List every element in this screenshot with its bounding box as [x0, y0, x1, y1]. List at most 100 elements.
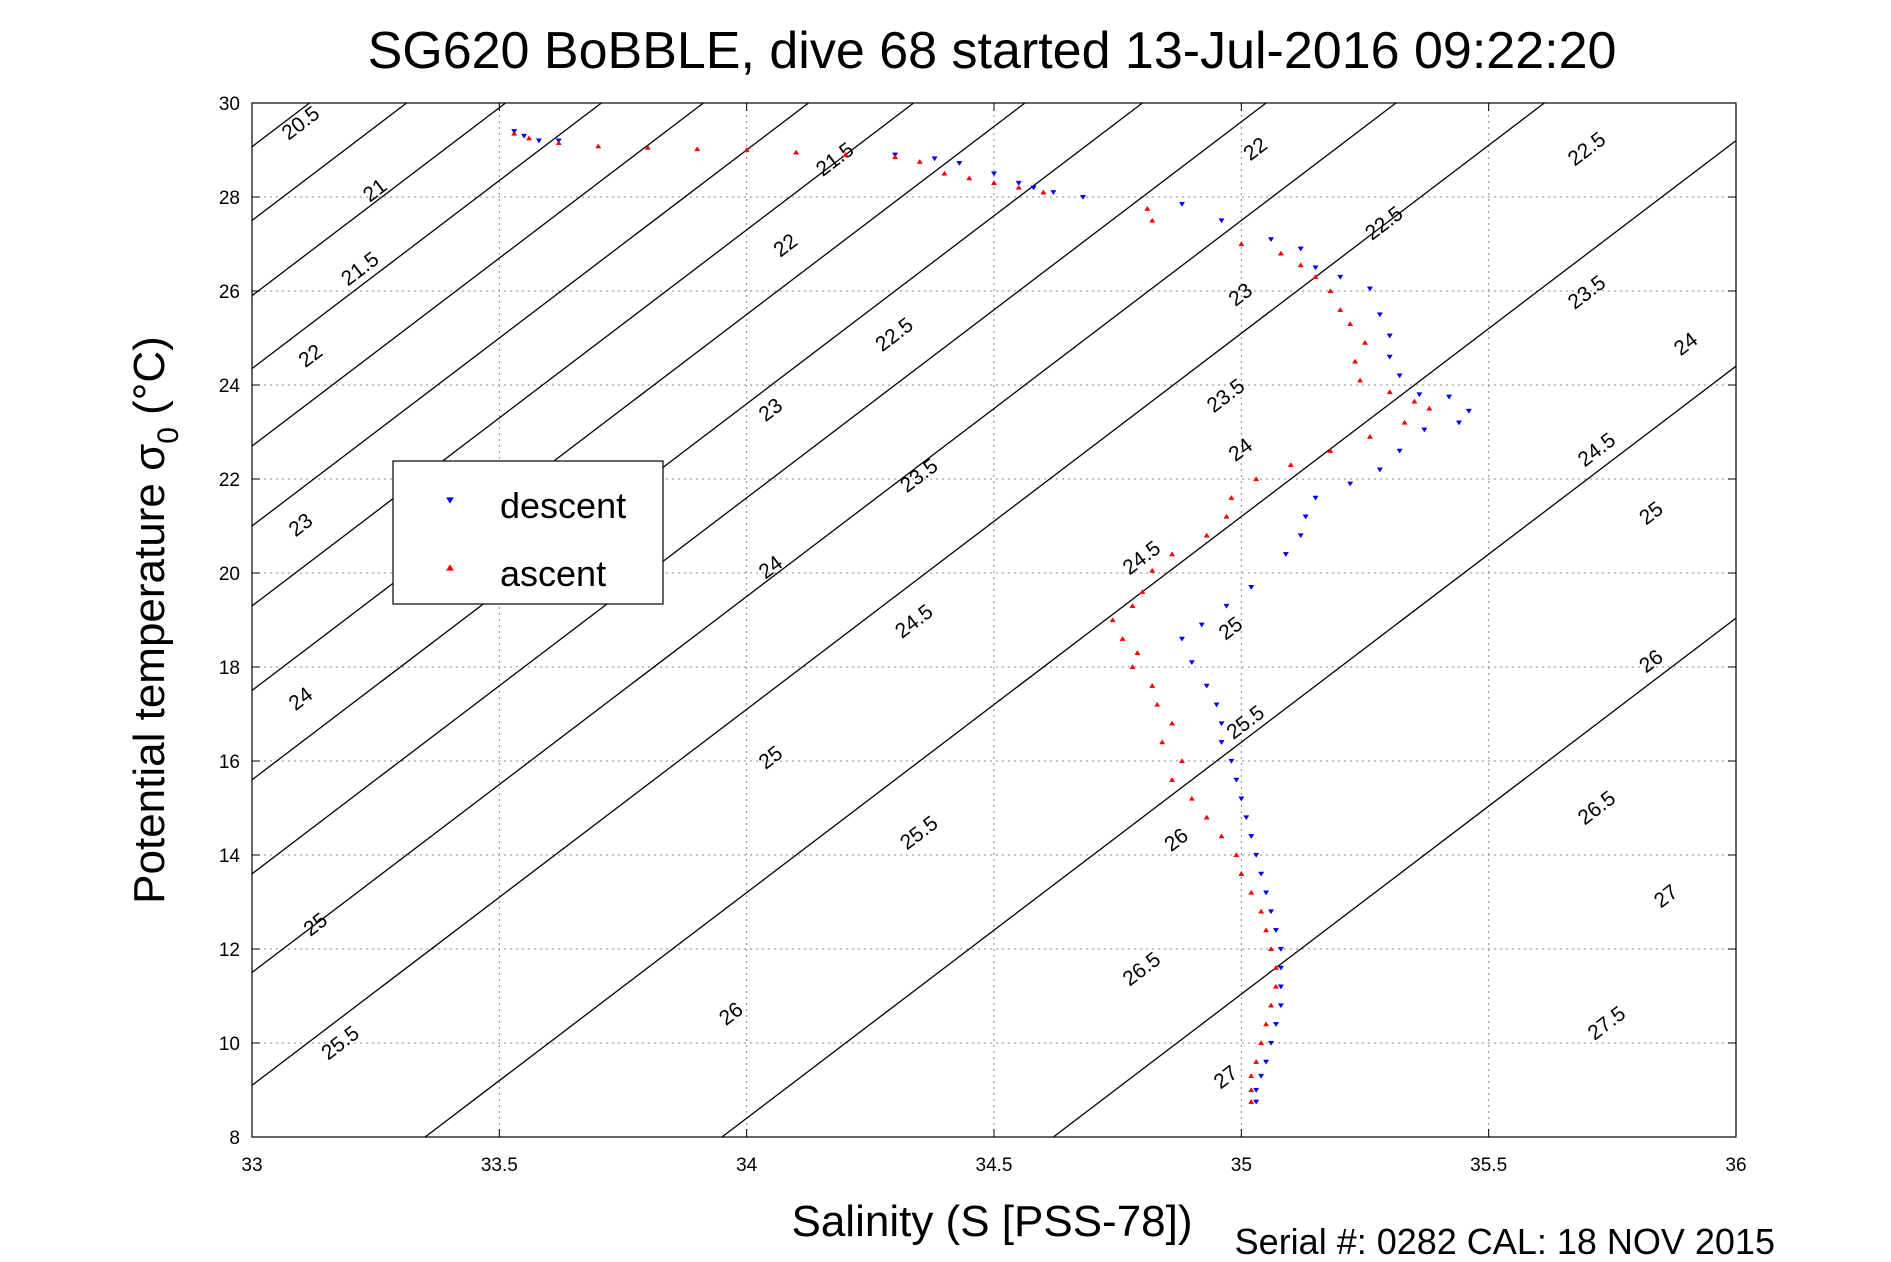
x-tick-label-1: 33.5: [481, 1155, 518, 1176]
ascent-point-6: [743, 147, 750, 153]
ascent-point-70: [1248, 1098, 1255, 1104]
descent-point-46: [1238, 796, 1245, 802]
descent-point-37: [1198, 622, 1205, 628]
y-axis-label: Potential temperature σ0 (°C): [125, 336, 185, 904]
descent-point-24: [1446, 394, 1453, 400]
ascent-point-5: [694, 146, 701, 152]
ascent-point-41: [1139, 588, 1146, 594]
ascent-point-9: [892, 154, 899, 160]
isopycnal-25.5: [251, 102, 1397, 974]
descent-point-57: [1277, 1003, 1284, 1009]
legend-markers: [446, 497, 454, 571]
ascent-point-47: [1149, 682, 1156, 688]
descent-point-36: [1223, 603, 1230, 609]
ascent-point-62: [1272, 964, 1280, 970]
isopycnal-24: [251, 102, 1026, 692]
ascent-point-0: [511, 130, 518, 136]
ascent-point-20: [1297, 262, 1304, 268]
y-tick-label-10: 28: [219, 188, 240, 209]
descent-point-62: [1253, 1087, 1260, 1093]
ascent-point-8: [842, 151, 849, 157]
descent-point-28: [1396, 448, 1403, 454]
y-tick-label-0: 8: [229, 1128, 240, 1149]
descent-point-10: [1050, 190, 1057, 196]
ascent-point-22: [1327, 288, 1334, 294]
ascent-point-38: [1203, 532, 1210, 538]
y-axis-label-unit: (°C): [125, 336, 174, 415]
ascent-point-12: [966, 175, 973, 181]
ascent-point-35: [1253, 476, 1260, 482]
x-tick-label-6: 36: [1725, 1155, 1746, 1176]
descent-point-41: [1213, 702, 1220, 708]
axis-ticks: 33 33.5 34 34.5 35 35.5 36 8 10 12 14 16 18 20 22 24 26 2…: [219, 94, 1747, 1176]
isopycnal-21.5: [251, 102, 506, 297]
y-tick-label-8: 24: [219, 376, 241, 397]
ascent-point-48: [1154, 701, 1161, 707]
ascent-point-44: [1119, 635, 1126, 641]
isopycnal-25: [251, 102, 1267, 875]
ascent-point-63: [1272, 983, 1280, 989]
ascent-point-24: [1347, 321, 1354, 326]
descent-point-61: [1258, 1073, 1265, 1079]
descent-point-39: [1188, 660, 1195, 666]
y-tick-label-2: 12: [219, 940, 240, 961]
isopycnal-20.5: [251, 102, 310, 148]
descent-point-17: [1337, 274, 1344, 280]
descent-point-9: [1030, 185, 1037, 191]
ascent-point-61: [1267, 946, 1275, 952]
isopycnal-24.5: [251, 102, 1143, 781]
ascent-point-59: [1258, 908, 1265, 914]
descent-point-35: [1248, 585, 1255, 590]
descent-point-56: [1277, 984, 1284, 990]
descent-point-40: [1203, 683, 1210, 689]
isopycnal-26.5: [424, 140, 1737, 1138]
ascent-point-57: [1238, 870, 1245, 876]
ascent-point-66: [1258, 1040, 1265, 1046]
data-series: [511, 129, 1472, 1105]
chart-title: SG620 BoBBLE, dive 68 started 13-Jul-201…: [368, 22, 1617, 80]
legend: descent ascent: [392, 460, 664, 605]
isopycnal-27.5: [1052, 617, 1737, 1138]
descent-point-5: [931, 156, 938, 162]
ascent-point-19: [1277, 250, 1284, 256]
y-tick-label-3: 14: [219, 846, 241, 867]
descent-point-53: [1272, 928, 1280, 934]
y-axis-label-main: Potential temperature σ: [125, 444, 174, 904]
descent-point-21: [1386, 354, 1393, 360]
descent-point-14: [1267, 237, 1275, 243]
descent-point-22: [1396, 373, 1403, 379]
ascent-point-16: [1144, 205, 1151, 211]
ascent-point-43: [1109, 617, 1116, 623]
descent-point-27: [1421, 427, 1428, 433]
ascent-point-34: [1287, 462, 1294, 467]
ascent-point-13: [990, 180, 998, 185]
isopycnal-23.5: [251, 102, 915, 607]
isopycnal-22: [251, 102, 602, 370]
descent-point-43: [1218, 740, 1225, 746]
descent-point-59: [1267, 1040, 1275, 1046]
descent-point-30: [1347, 481, 1354, 487]
descent-point-49: [1253, 852, 1260, 858]
x-tick-label-4: 35: [1231, 1155, 1252, 1176]
x-axis-label: Salinity (S [PSS-78]): [791, 1197, 1192, 1246]
descent-point-50: [1258, 871, 1265, 877]
descent-point-33: [1297, 533, 1304, 539]
y-axis-label-subscript: 0: [152, 427, 185, 444]
descent-point-20: [1386, 333, 1393, 339]
ascent-point-39: [1169, 551, 1176, 557]
y-tick-label-1: 10: [219, 1034, 240, 1055]
ascent-point-17: [1149, 217, 1156, 223]
descent-point-23: [1416, 392, 1423, 398]
ascent-point-37: [1223, 513, 1230, 519]
ascent-point-50: [1159, 739, 1166, 745]
x-tick-label-0: 33: [241, 1155, 262, 1176]
x-tick-label-2: 34: [736, 1155, 758, 1176]
x-tick-label-5: 35.5: [1470, 1155, 1507, 1176]
ascent-point-64: [1267, 1002, 1275, 1008]
descent-point-19: [1376, 312, 1383, 318]
y-tick-label-9: 26: [219, 282, 240, 303]
descent-point-55: [1277, 965, 1284, 971]
descent-point-15: [1297, 246, 1304, 252]
legend-label-ascent: ascent: [500, 553, 606, 594]
